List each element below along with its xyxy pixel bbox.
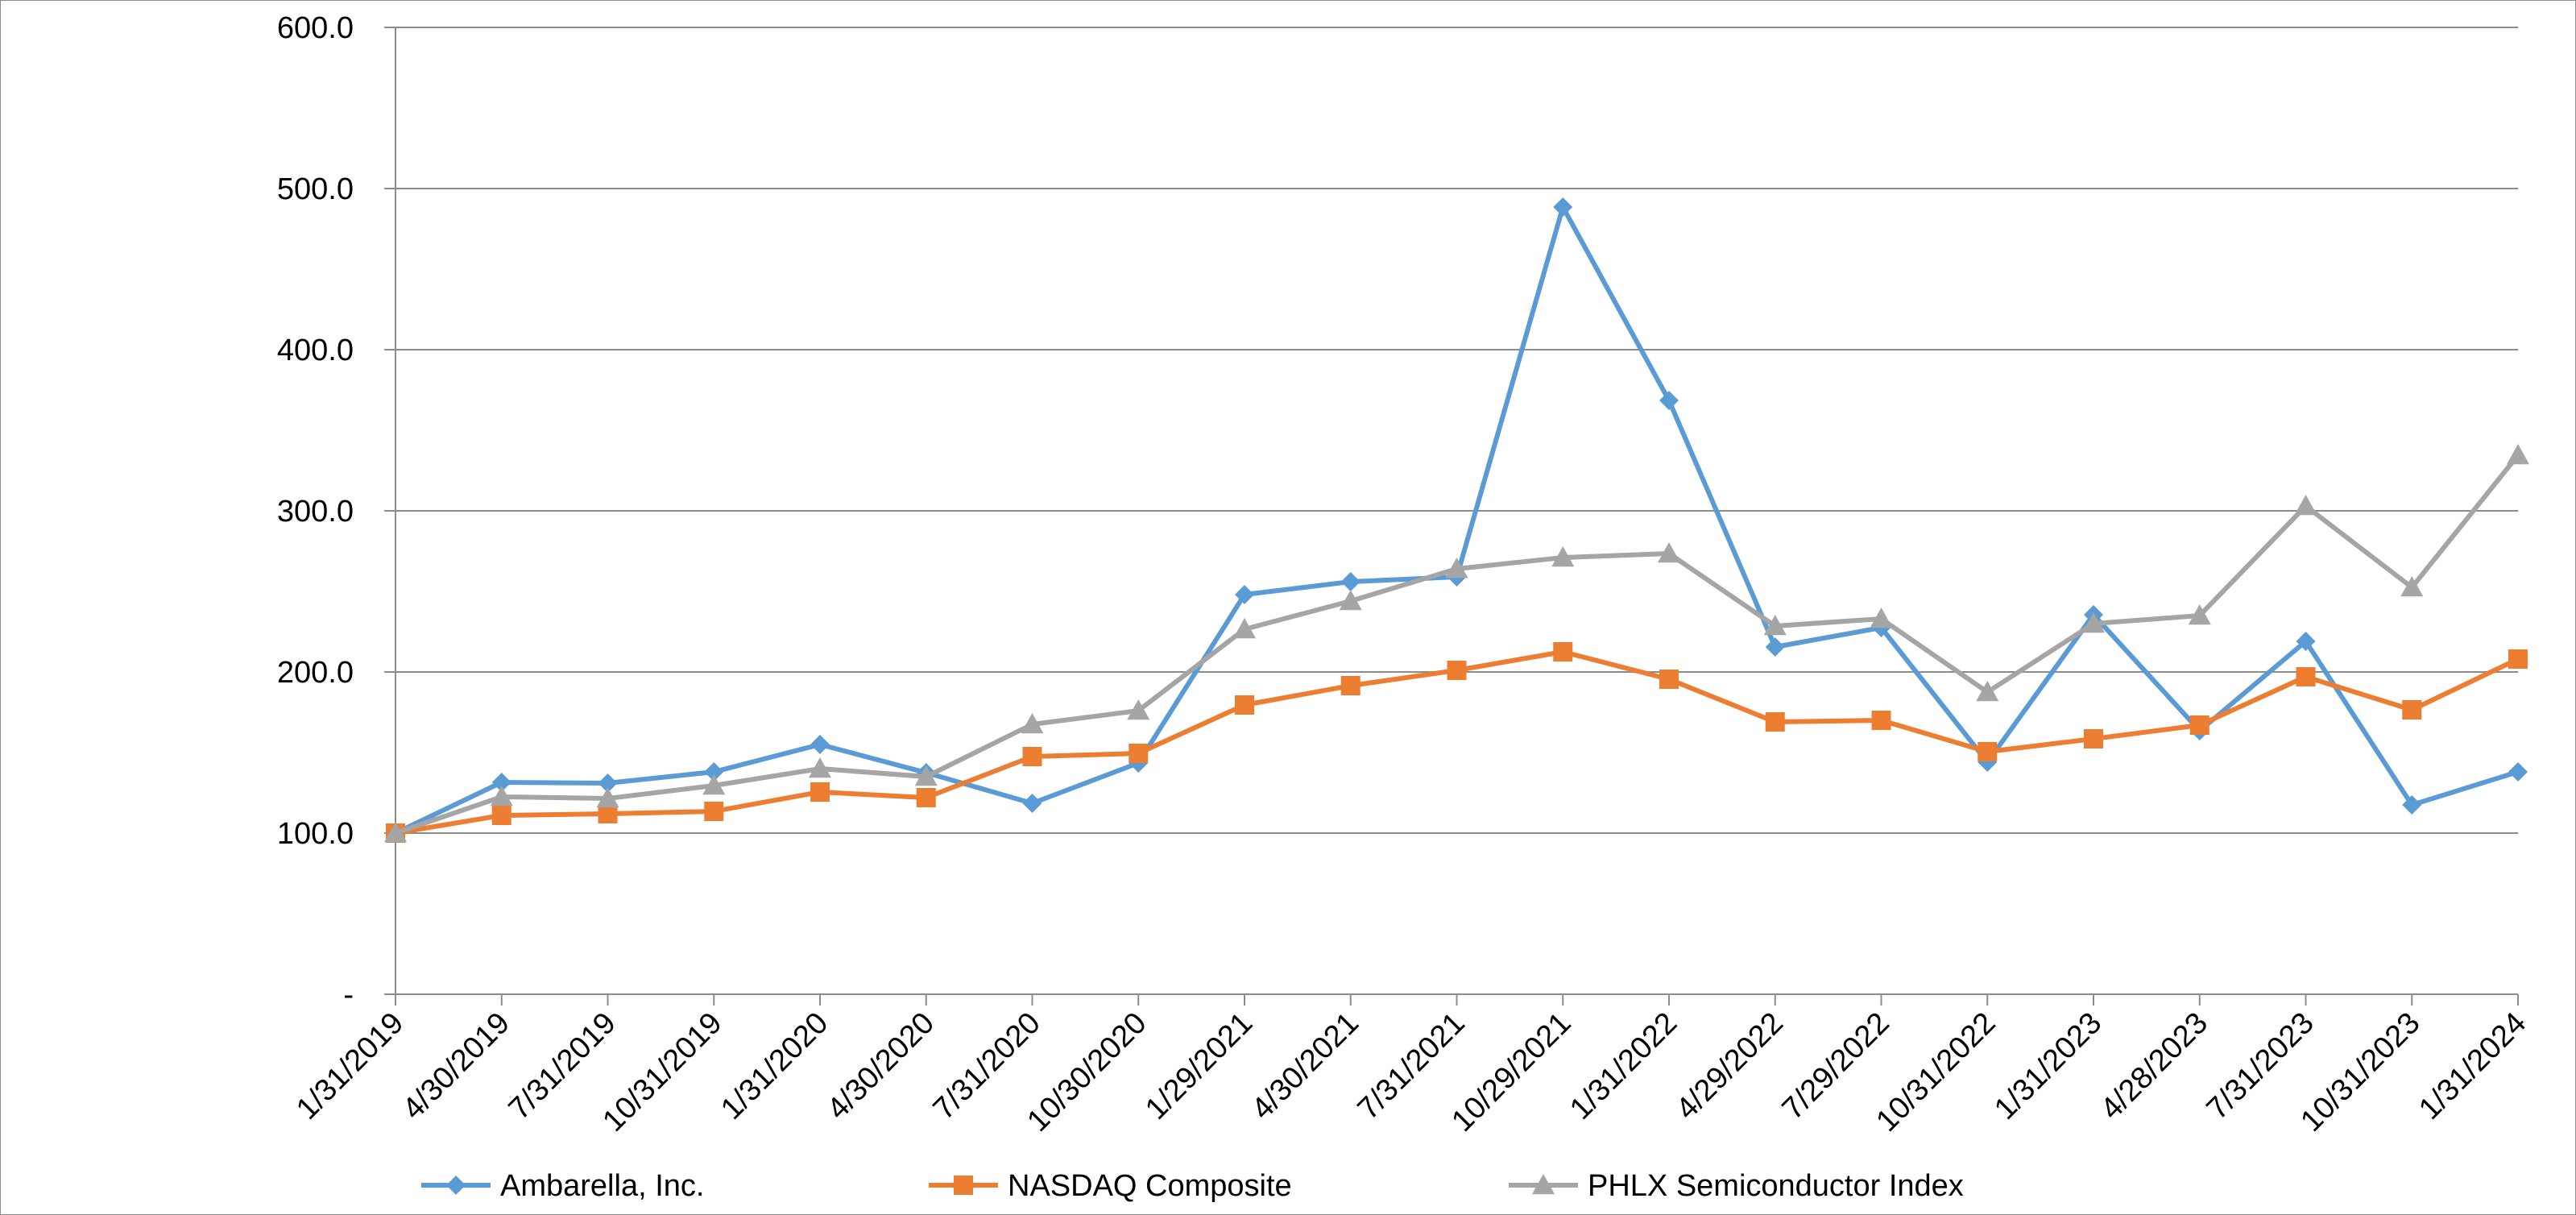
legend-marker	[446, 1176, 466, 1195]
legend-item-1: Ambarella, Inc.	[421, 1169, 704, 1203]
data-point	[2508, 762, 2528, 782]
data-point	[1235, 695, 1254, 715]
data-point	[1339, 590, 1362, 611]
data-point	[810, 735, 830, 754]
y-tick-label: -	[343, 978, 354, 1012]
data-point	[810, 782, 830, 802]
legend: Ambarella, Inc. NASDAQ Composite PHLX Semi…	[421, 1169, 1964, 1203]
data-point	[704, 802, 724, 821]
y-tick-label: 400.0	[277, 334, 354, 367]
data-point	[2082, 612, 2105, 633]
x-tick-label: 1/29/2021	[1139, 1006, 1259, 1126]
data-point	[704, 762, 724, 782]
series-2	[386, 642, 2528, 843]
data-point	[491, 773, 511, 792]
data-point	[1659, 670, 1679, 689]
x-axis-tick-labels: 1/31/20194/30/20197/31/201910/31/20191/3…	[290, 1006, 2533, 1138]
y-tick-label: 500.0	[277, 172, 354, 206]
data-point	[702, 774, 726, 795]
x-tick-label: 1/31/2023	[1988, 1006, 2108, 1126]
y-tick-label: 600.0	[277, 11, 354, 45]
data-point	[384, 822, 407, 843]
data-point	[1340, 572, 1360, 591]
data-point	[1129, 744, 1149, 763]
legend-label: PHLX Semiconductor Index	[1588, 1169, 1964, 1203]
data-point	[1340, 676, 1360, 695]
data-point	[2294, 495, 2317, 516]
data-point	[1233, 618, 1256, 639]
legend-item-3: PHLX Semiconductor Index	[1509, 1169, 1964, 1203]
data-point	[1127, 699, 1150, 720]
data-point	[2508, 649, 2528, 669]
legend-label: NASDAQ Composite	[1008, 1169, 1292, 1203]
data-point	[2402, 700, 2422, 719]
data-point	[2084, 729, 2103, 748]
data-point	[1870, 608, 1893, 628]
data-point	[2296, 632, 2316, 651]
legend-label: Ambarella, Inc.	[500, 1169, 704, 1203]
data-point	[1553, 642, 1573, 661]
legend-marker	[1532, 1174, 1555, 1195]
data-point	[2188, 604, 2211, 625]
data-point	[1553, 197, 1573, 217]
data-point	[2402, 795, 2422, 815]
legend-marker	[954, 1176, 973, 1195]
data-point	[491, 806, 511, 825]
y-tick-label: 100.0	[277, 817, 354, 851]
data-point	[596, 787, 619, 808]
data-point	[916, 788, 936, 807]
x-tick-label: 4/29/2022	[1670, 1006, 1790, 1126]
x-tick-label: 1/31/2020	[714, 1006, 835, 1126]
data-point	[1765, 712, 1785, 732]
data-point	[1551, 546, 1575, 567]
data-point	[1978, 742, 1998, 761]
data-point	[914, 765, 938, 786]
data-point	[490, 786, 513, 807]
x-tick-label: 1/31/2024	[2412, 1006, 2533, 1126]
axes	[384, 27, 2519, 1006]
x-tick-label: 4/30/2020	[821, 1006, 941, 1126]
x-tick-label: 4/30/2019	[396, 1006, 516, 1126]
data-point	[2507, 444, 2529, 465]
x-tick-label: 1/31/2022	[1563, 1006, 1684, 1126]
data-point	[1658, 542, 1680, 563]
x-tick-label: 4/30/2021	[1245, 1006, 1365, 1126]
data-point	[2400, 576, 2424, 597]
series-3	[384, 444, 2529, 843]
data-point	[1659, 391, 1679, 410]
data-point	[1445, 558, 1468, 578]
data-point	[2189, 715, 2209, 735]
data-point	[1871, 711, 1891, 730]
series-1	[386, 197, 2528, 843]
data-point	[1021, 713, 1044, 734]
data-point	[1022, 794, 1042, 813]
data-point	[1976, 681, 1999, 702]
data-point	[1235, 585, 1254, 604]
data-point	[1447, 661, 1467, 680]
series-lines	[384, 197, 2529, 843]
y-tick-label: 300.0	[277, 495, 354, 529]
y-tick-label: 200.0	[277, 656, 354, 690]
data-point	[1763, 615, 1787, 636]
data-point	[2296, 667, 2316, 686]
data-point	[1765, 637, 1785, 657]
x-tick-label: 1/31/2019	[290, 1006, 410, 1126]
gridlines	[396, 27, 2518, 834]
y-axis-tick-labels: - 100.0 200.0 300.0 400.0 500.0 600.0	[277, 11, 354, 1012]
data-point	[1022, 747, 1042, 766]
data-point	[598, 773, 618, 793]
legend-item-2: NASDAQ Composite	[929, 1169, 1292, 1203]
x-tick-label: 4/28/2023	[2094, 1006, 2214, 1126]
data-point	[809, 757, 831, 778]
